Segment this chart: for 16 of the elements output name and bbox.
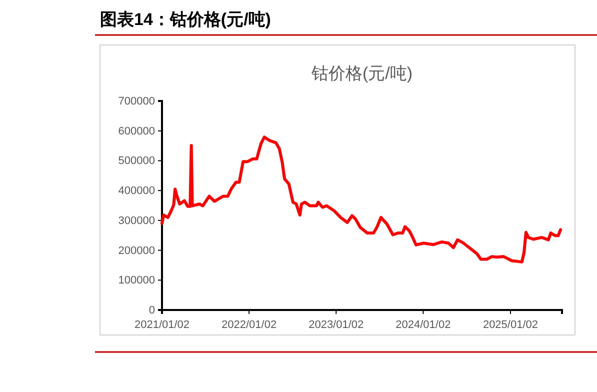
y-tick-label: 500000: [118, 155, 155, 168]
x-tick-label: 2022/01/02: [222, 318, 277, 331]
chart-title: 钴价格(元/吨): [310, 64, 413, 83]
x-tick-label: 2023/01/02: [308, 318, 364, 331]
y-tick-label: 300000: [118, 214, 155, 227]
y-tick-label: 700000: [118, 96, 155, 108]
line-series: [160, 136, 562, 264]
x-tick-label: 2024/01/02: [396, 318, 451, 331]
y-tick-label: 600000: [118, 125, 155, 138]
y-tick-label: 0: [148, 304, 155, 317]
x-tick-label: 2025/01/02: [482, 318, 538, 331]
y-tick-label: 200000: [118, 244, 155, 257]
y-tick-label: 400000: [118, 185, 155, 198]
x-tick-label: 2021/01/02: [134, 318, 190, 331]
y-tick-label: 100000: [118, 274, 155, 287]
chart-subtitle: 图表14：钴价格(元/吨): [100, 10, 271, 29]
